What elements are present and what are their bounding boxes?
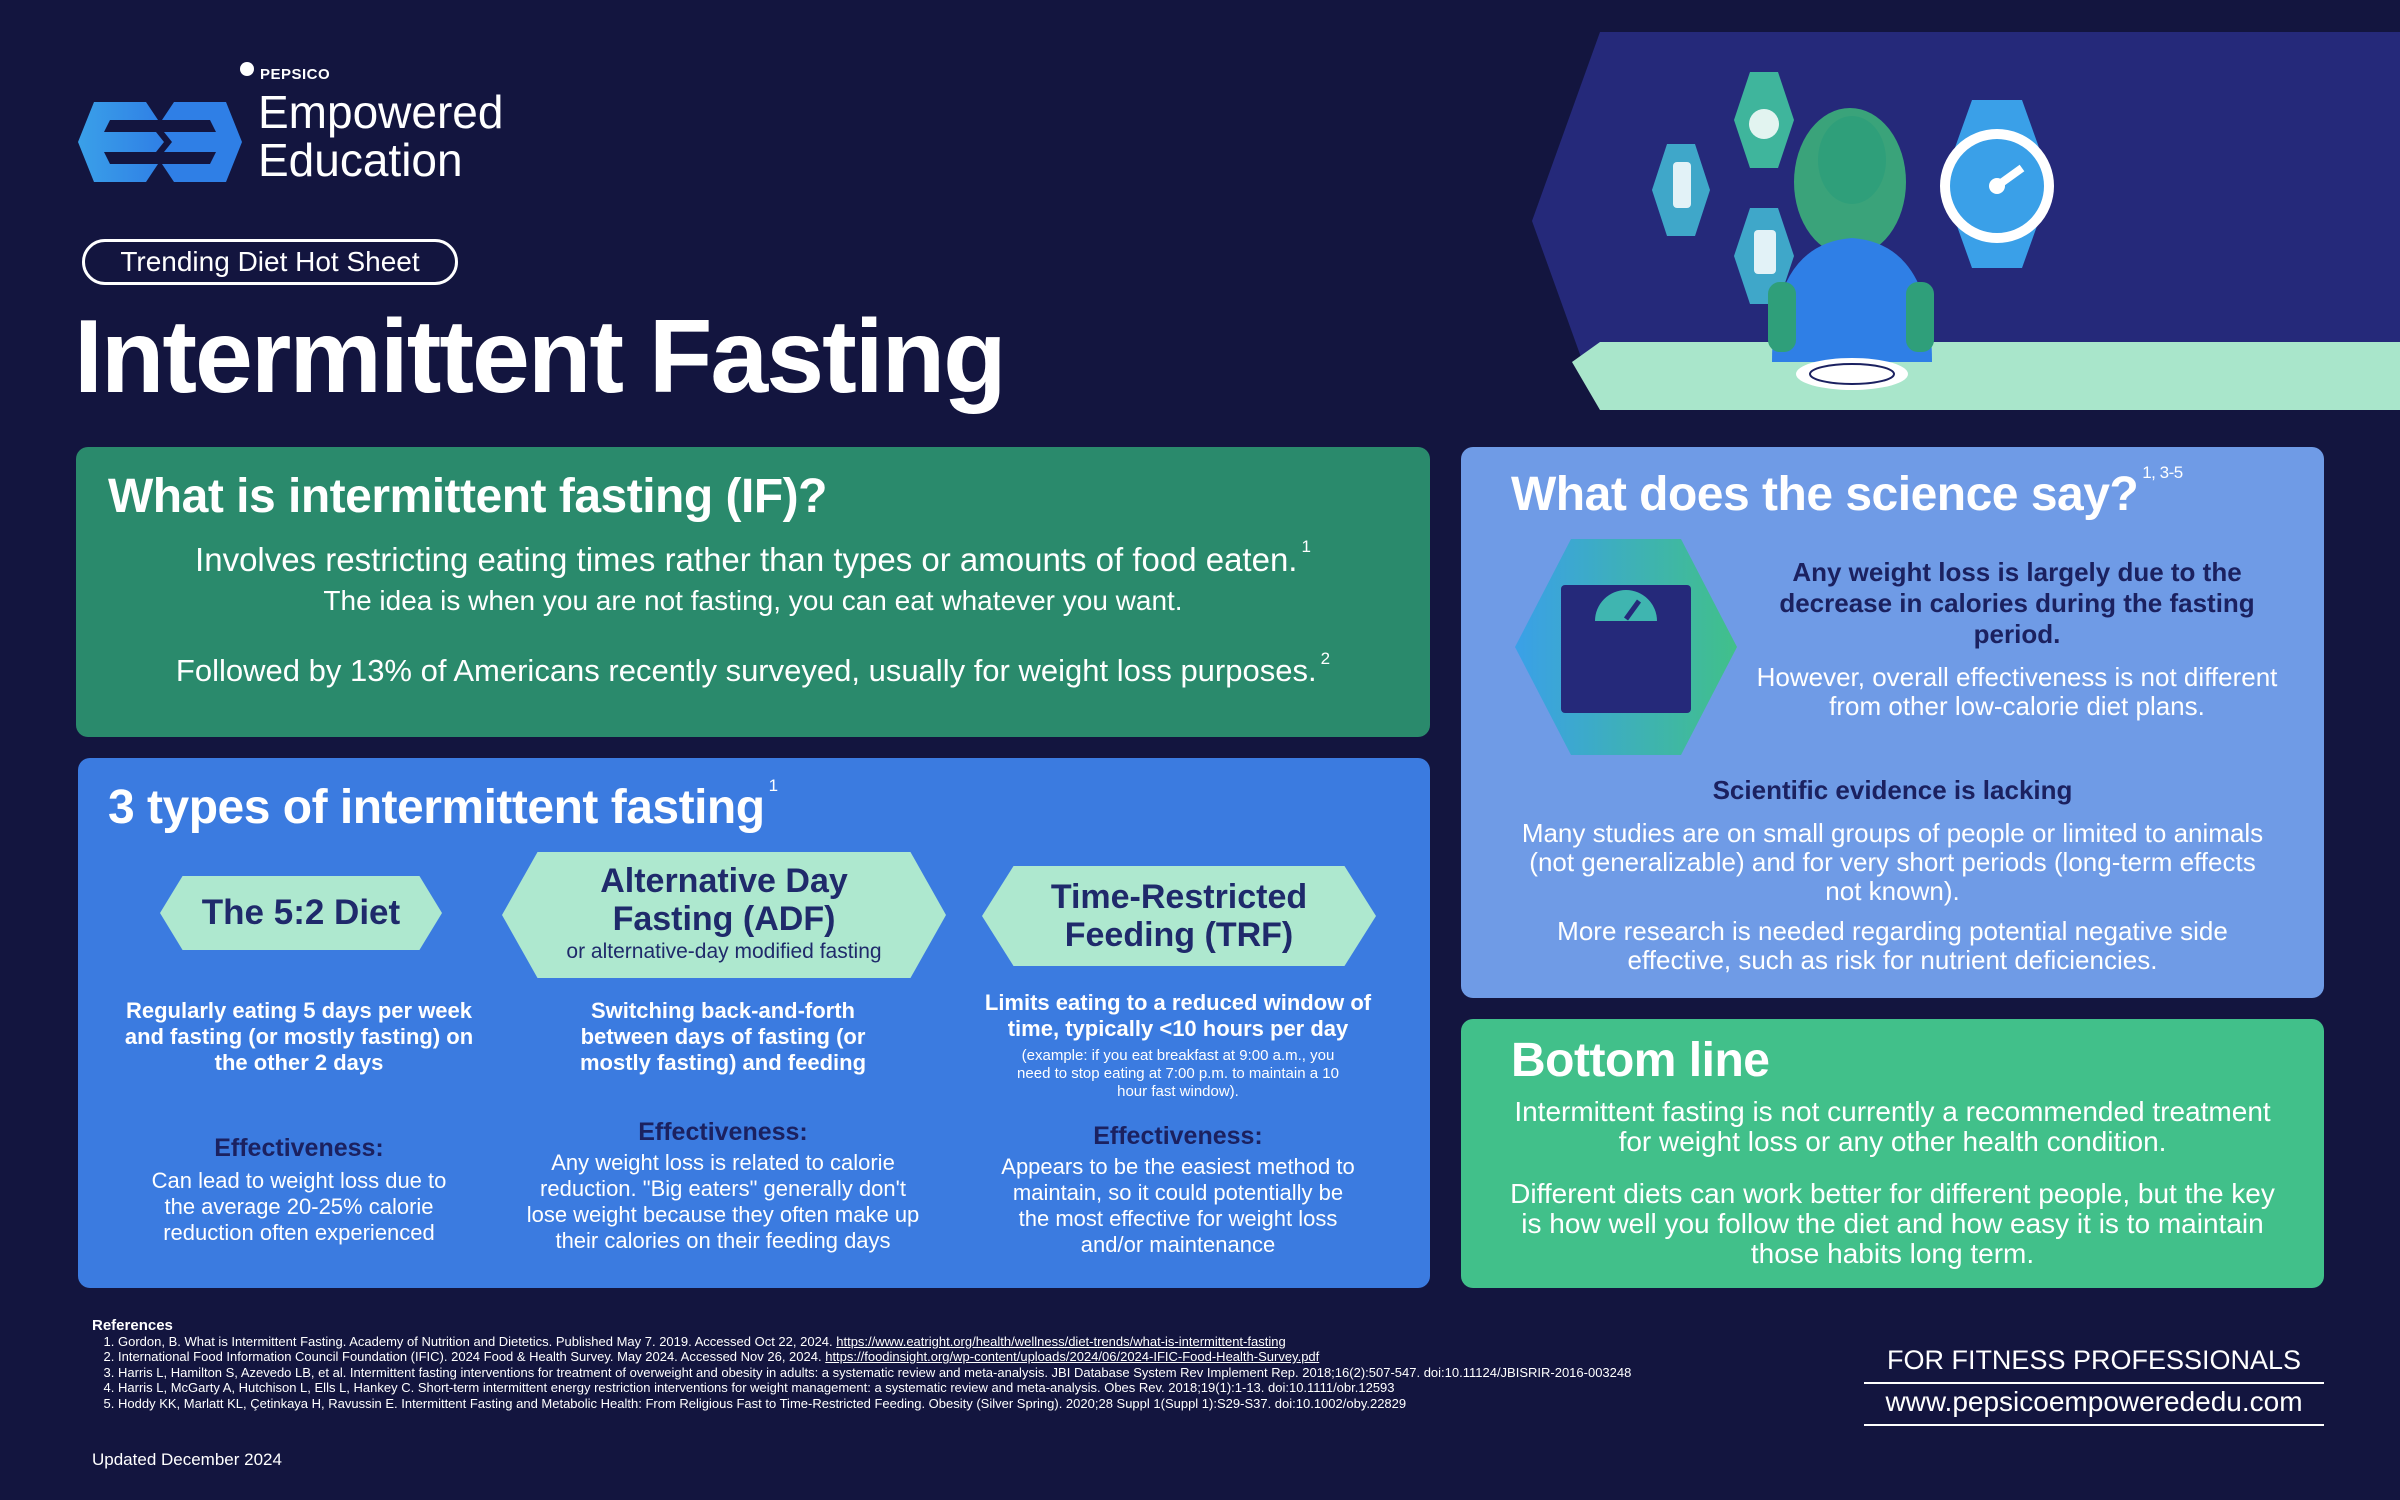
- reference-text: Hoddy KK, Marlatt KL, Çetinkaya H, Ravus…: [118, 1395, 1407, 1411]
- reference-link[interactable]: https://foodinsight.org/wp-content/uploa…: [825, 1349, 1320, 1364]
- references-list: Gordon, B. What is Intermittent Fasting.…: [92, 1334, 1692, 1412]
- what-survey: Followed by 13% of Americans recently su…: [76, 649, 1430, 689]
- footnote-marker: 1: [1301, 537, 1311, 556]
- type-label-trf: Time-Restricted Feeding (TRF): [982, 866, 1376, 966]
- reference-item: International Food Information Council F…: [118, 1349, 1692, 1365]
- reference-item: Hoddy KK, Marlatt KL, Çetinkaya H, Ravus…: [118, 1396, 1692, 1412]
- trf-name-line1: Time-Restricted: [1050, 878, 1308, 916]
- type-desc-5-2: Regularly eating 5 days per week and fas…: [124, 998, 474, 1075]
- what-is-if-title: What is intermittent fasting (IF)?: [108, 470, 827, 523]
- reference-item: Gordon, B. What is Intermittent Fasting.…: [118, 1334, 1692, 1350]
- what-idea: The idea is when you are not fasting, yo…: [323, 585, 1183, 616]
- type-eff-text-adf: Any weight loss is related to calorie re…: [526, 1150, 920, 1253]
- reference-text: Gordon, B. What is Intermittent Fasting.…: [118, 1333, 837, 1349]
- footnote-marker: 1, 3-5: [2142, 463, 2183, 482]
- type-eff-text-5-2: Can lead to weight loss due to the avera…: [151, 1168, 447, 1245]
- adf-name-line1: Alternative Day: [600, 862, 848, 900]
- type-desc-trf: Limits eating to a reduced window of tim…: [984, 990, 1372, 1041]
- what-survey-text: Followed by 13% of Americans recently su…: [175, 653, 1317, 688]
- science-effectiveness: However, overall effectiveness is not di…: [1756, 662, 2278, 721]
- adf-name-line2: Fasting (ADF): [612, 900, 836, 938]
- brand-name: Empowered Education: [258, 88, 503, 184]
- adf-subtitle: or alternative-day modified fasting: [566, 940, 882, 963]
- audience-label: FOR FITNESS PROFESSIONALS: [1864, 1345, 2324, 1384]
- science-panel: What does the science say? 1, 3-5 Any wei…: [1461, 447, 2324, 998]
- empowered-education-logo: [78, 102, 242, 182]
- type-label-adf: Alternative Day Fasting (ADF) or alterna…: [502, 852, 946, 978]
- science-evidence-heading: Scientific evidence is lacking: [1712, 775, 2073, 805]
- hot-sheet-pill: Trending Diet Hot Sheet: [82, 239, 458, 285]
- updated-date: Updated December 2024: [92, 1450, 282, 1469]
- science-title-text: What does the science say?: [1511, 468, 2139, 521]
- footnote-marker: 2: [1320, 649, 1331, 668]
- brand-line1: Empowered: [258, 86, 504, 138]
- what-definition-text: Involves restricting eating times rather…: [195, 541, 1298, 578]
- types-title: 3 types of intermittent fasting 1: [108, 776, 778, 835]
- bottom-line-text2: Different diets can work better for diff…: [1510, 1178, 2275, 1269]
- types-title-text: 3 types of intermittent fasting: [108, 781, 765, 834]
- science-more-research: More research is needed regarding potent…: [1557, 916, 2228, 975]
- reference-item: Harris L, McGarty A, Hutchison L, Ells L…: [118, 1380, 1692, 1396]
- type-eff-text-trf: Appears to be the easiest method to main…: [1001, 1154, 1355, 1257]
- stopwatch-icon: [1940, 100, 2054, 268]
- reference-item: Harris L, Hamilton S, Azevedo LB, et al.…: [118, 1365, 1692, 1381]
- page-title: Intermittent Fasting: [74, 299, 1007, 415]
- hero-illustration: [1532, 32, 2400, 410]
- type-eff-label-trf: Effectiveness:: [1093, 1122, 1263, 1150]
- what-is-if-panel: What is intermittent fasting (IF)? Invol…: [76, 447, 1430, 737]
- references-heading: References: [92, 1317, 173, 1334]
- types-panel: 3 types of intermittent fasting 1 The 5:2…: [78, 758, 1430, 1288]
- brand-line2: Education: [258, 134, 463, 186]
- footnote-marker: 1: [768, 776, 778, 795]
- milk-icon: [1734, 208, 1794, 304]
- company-name: PEPSICO: [260, 66, 331, 83]
- bottom-line-title: Bottom line: [1511, 1034, 1770, 1087]
- science-title: What does the science say? 1, 3-5: [1511, 463, 2183, 522]
- type-label-5-2-diet: The 5:2 Diet: [160, 876, 442, 950]
- reference-text: Harris L, McGarty A, Hutchison L, Ells L…: [118, 1380, 1395, 1395]
- bottom-line-panel: Bottom line Intermittent fasting is not …: [1461, 1019, 2324, 1288]
- bottle-icon: [1652, 144, 1710, 236]
- type-eff-label-5-2: Effectiveness:: [214, 1134, 384, 1162]
- person-illustration: [1768, 108, 1934, 390]
- reference-link[interactable]: https://www.eatright.org/health/wellness…: [836, 1333, 1286, 1349]
- reference-text: Harris L, Hamilton S, Azevedo LB, et al.…: [118, 1364, 1632, 1380]
- scale-icon: [1515, 539, 1737, 755]
- what-definition: Involves restricting eating times rather…: [76, 537, 1430, 579]
- meat-icon: [1734, 72, 1794, 168]
- science-studies: Many studies are on small groups of peop…: [1521, 818, 2264, 906]
- type-desc-adf: Switching back-and-forth between days of…: [579, 998, 867, 1075]
- type-eff-label-adf: Effectiveness:: [638, 1118, 808, 1146]
- type-example-trf: (example: if you eat breakfast at 9:00 a…: [1017, 1047, 1339, 1100]
- trf-name-line2: Feeding (TRF): [1064, 916, 1294, 954]
- bottom-line-text1: Intermittent fasting is not currently a …: [1514, 1096, 2271, 1157]
- reference-text: International Food Information Council F…: [118, 1349, 826, 1364]
- website-link[interactable]: www.pepsicoempowerededu.com: [1864, 1386, 2324, 1426]
- pepsico-globe-icon: [240, 62, 254, 76]
- references: References Gordon, B. What is Intermitte…: [92, 1318, 1692, 1411]
- science-key-finding: Any weight loss is largely due to the de…: [1779, 557, 2255, 649]
